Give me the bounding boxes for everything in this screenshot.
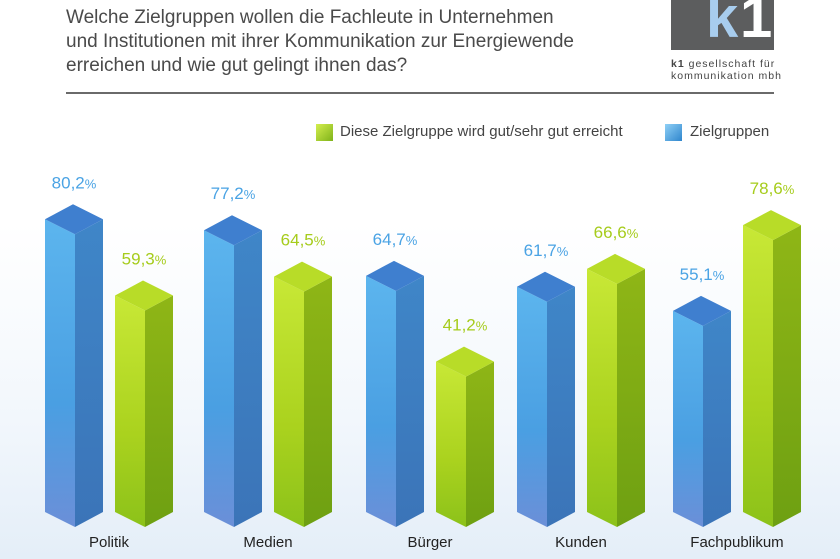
bar-side-face xyxy=(145,295,173,527)
value-label-blue-5: 55,1% xyxy=(680,265,725,284)
bar-blue-2 xyxy=(204,215,262,527)
bar-front-face xyxy=(274,276,304,527)
bar-side-face xyxy=(547,286,575,527)
logo-box xyxy=(671,0,774,50)
bar-side-face xyxy=(703,310,731,527)
value-label-green-4: 66,6% xyxy=(594,223,639,242)
bar-green-1 xyxy=(115,280,173,527)
category-label-4: Kunden xyxy=(555,534,607,551)
title-line-1: Welche Zielgruppen wollen die Fachleute … xyxy=(66,7,554,28)
bar-top-face xyxy=(204,215,262,246)
title-line-2: und Institutionen mit ihrer Kommunikatio… xyxy=(66,31,574,52)
bar-blue-3 xyxy=(366,260,424,527)
bar-front-face xyxy=(673,310,703,527)
bar-top-face xyxy=(517,271,575,302)
bar-side-face xyxy=(466,361,494,527)
category-labels: Politik Medien Bürger Kunden Fachpublikum xyxy=(89,534,784,551)
category-label-5: Fachpublikum xyxy=(690,534,783,551)
bar-side-face xyxy=(234,230,262,527)
value-label-green-5: 78,6% xyxy=(750,179,795,198)
title-line-3: erreichen und wie gut gelingt ihnen das? xyxy=(66,55,408,76)
bar-front-face xyxy=(366,275,396,527)
bar-blue-4 xyxy=(517,271,575,527)
bar-top-face xyxy=(274,261,332,292)
bar-side-face xyxy=(396,275,424,527)
logo-brand: k1 xyxy=(671,58,685,70)
bar-front-face xyxy=(587,268,617,527)
bar-front-face xyxy=(436,361,466,527)
bar-top-face xyxy=(45,204,103,235)
logo-caption-line1: gesellschaft für xyxy=(688,58,776,70)
legend-label-green: Diese Zielgruppe wird gut/sehr gut errei… xyxy=(340,123,623,140)
value-label-blue-4: 61,7% xyxy=(524,241,569,260)
bar-front-face xyxy=(45,219,75,527)
bar-side-face xyxy=(617,268,645,527)
bar-blue-1 xyxy=(45,204,103,527)
value-label-blue-2: 77,2% xyxy=(211,184,256,203)
category-label-1: Politik xyxy=(89,534,130,551)
logo-caption-1: k1 gesellschaft für xyxy=(671,58,775,70)
category-label-3: Bürger xyxy=(407,534,452,551)
value-label-green-3: 41,2% xyxy=(443,316,488,335)
value-label-blue-1: 80,2% xyxy=(52,173,97,192)
value-label-green-2: 64,5% xyxy=(281,231,326,250)
bar-green-5 xyxy=(743,210,801,528)
bar-front-face xyxy=(517,286,547,527)
bar-green-3 xyxy=(436,346,494,527)
value-label-green-1: 59,3% xyxy=(122,250,167,269)
bar-blue-5 xyxy=(673,295,731,527)
bar-side-face xyxy=(75,219,103,527)
title-divider xyxy=(66,92,774,94)
logo-caption-line2: kommunikation mbh xyxy=(671,70,782,82)
bar-top-face xyxy=(436,346,494,377)
bar-top-face xyxy=(673,295,731,326)
bar-side-face xyxy=(304,276,332,527)
logo-letter-k: k xyxy=(706,0,738,50)
bar-front-face xyxy=(743,225,773,528)
value-label-blue-3: 64,7% xyxy=(373,230,418,249)
bar-top-face xyxy=(115,280,173,311)
value-labels: 80,2% 59,3% 77,2% 64,5% 64,7% 41,2% 61,7% 66,6%… xyxy=(52,173,795,334)
bars xyxy=(45,204,801,528)
bar-top-face xyxy=(587,253,645,284)
bar-top-face xyxy=(743,210,801,241)
bar-side-face xyxy=(773,225,801,528)
legend-swatch-blue xyxy=(665,124,682,141)
legend-label-blue: Zielgruppen xyxy=(690,123,770,140)
bar-front-face xyxy=(115,295,145,527)
bar-green-2 xyxy=(274,261,332,527)
legend-swatch-green xyxy=(316,124,333,141)
bar-green-4 xyxy=(587,253,645,527)
category-label-2: Medien xyxy=(243,534,292,551)
bar-front-face xyxy=(204,230,234,527)
bar-top-face xyxy=(366,260,424,291)
logo-digit-one: 1 xyxy=(740,0,773,50)
